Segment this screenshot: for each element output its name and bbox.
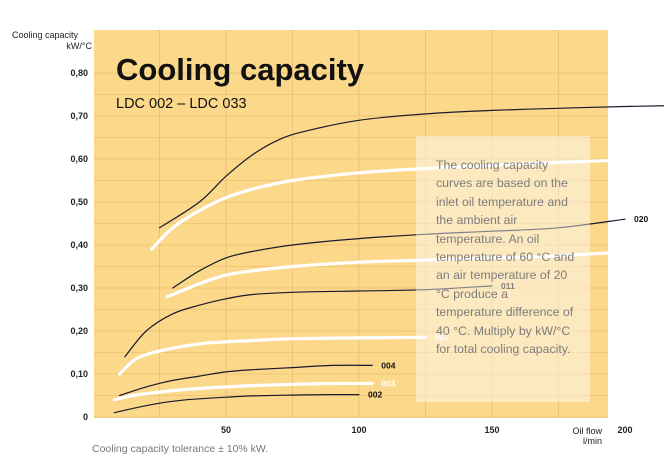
series-line-007 [118, 335, 428, 376]
grid-lines [94, 30, 608, 418]
x-tick-label: 200 [617, 425, 632, 435]
series-label-020: 020 [634, 214, 648, 224]
series-label-016: 016 [634, 247, 648, 257]
series-line-003 [112, 381, 374, 402]
x-tick-label: 50 [221, 425, 231, 435]
x-tick-label: 150 [484, 425, 499, 435]
x-tick-labels: 50100150200250300 [221, 425, 633, 435]
note-box: The cooling capacity curves are based on… [416, 136, 590, 402]
chart-subtitle: LDC 002 – LDC 033 [116, 96, 247, 112]
series-line-020 [172, 218, 626, 289]
y-tick-label: 0,80 [70, 68, 88, 78]
series-line-033 [158, 105, 664, 229]
y-tick-label: 0,10 [70, 369, 88, 379]
y-tick-label: 0,30 [70, 283, 88, 293]
series-line-011 [124, 285, 493, 358]
x-tick-label: 100 [351, 425, 366, 435]
y-tick-label: 0,50 [70, 197, 88, 207]
series-line-002 [113, 394, 360, 414]
y-axis-label-line-2: kW/°C [66, 41, 92, 51]
series-lines [112, 105, 664, 414]
series-labels: 033023020016011007004003002 [368, 155, 648, 400]
series-label-023: 023 [634, 155, 648, 165]
series-line-004 [119, 364, 373, 397]
chart-title: Cooling capacity [116, 52, 365, 87]
series-label-004: 004 [381, 360, 395, 370]
x-axis-label-line-2: l/min [583, 436, 602, 446]
series-label-007: 007 [435, 332, 449, 342]
series-label-011: 011 [501, 281, 515, 291]
tolerance-footnote: Cooling capacity tolerance ± 10% kW. [92, 443, 269, 455]
series-line-023 [149, 158, 627, 251]
series-label-003: 003 [381, 378, 395, 388]
note-text: The cooling capacity curves are based on… [436, 158, 575, 357]
y-tick-label: 0,70 [70, 111, 88, 121]
y-axis-label-line-1: Cooling capacity [12, 30, 79, 40]
series-line-016 [165, 250, 627, 299]
y-tick-label: 0,20 [70, 326, 88, 336]
y-tick-label: 0,40 [70, 240, 88, 250]
series-label-002: 002 [368, 390, 382, 400]
x-axis-label-line-1: Oil flow [572, 426, 602, 436]
y-tick-labels: 0 0,10 0,20 0,30 0,40 0,50 0,60 0,70 0,80 [70, 68, 88, 422]
y-tick-label: 0 [83, 412, 88, 422]
y-tick-label: 0,60 [70, 154, 88, 164]
